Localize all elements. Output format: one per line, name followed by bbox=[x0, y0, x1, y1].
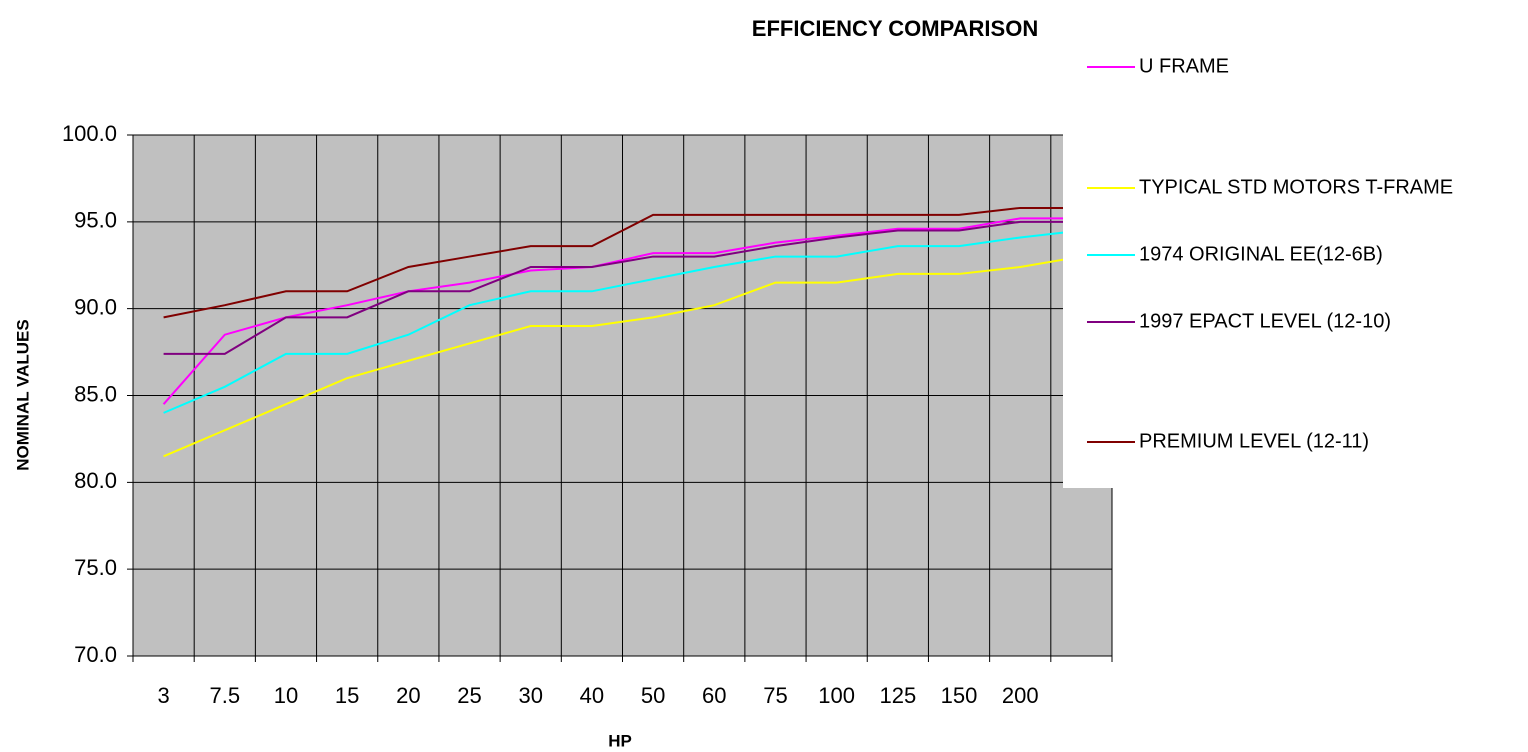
series-line bbox=[163, 220, 1082, 355]
y-tick-label: 95.0 bbox=[74, 208, 117, 233]
x-tick-label: 3 bbox=[157, 683, 169, 708]
x-tick-label: 75 bbox=[763, 683, 787, 708]
y-tick-label: 90.0 bbox=[74, 294, 117, 319]
x-tick-label: 125 bbox=[879, 683, 916, 708]
x-tick-label: 25 bbox=[457, 683, 481, 708]
x-tick-label: 100 bbox=[818, 683, 855, 708]
y-tick-label: 80.0 bbox=[74, 468, 117, 493]
legend-label: 1974 ORIGINAL EE(12-6B) bbox=[1139, 243, 1383, 265]
x-tick-label: 10 bbox=[274, 683, 298, 708]
legend bbox=[1063, 44, 1528, 488]
legend-label: PREMIUM LEVEL (12-11) bbox=[1139, 430, 1369, 452]
chart-title: EFFICIENCY COMPARISON bbox=[752, 16, 1038, 41]
x-tick-label: 7.5 bbox=[209, 683, 240, 708]
legend-label: 1997 EPACT LEVEL (12-10) bbox=[1139, 310, 1391, 332]
x-tick-label: 50 bbox=[641, 683, 665, 708]
x-tick-label: 60 bbox=[702, 683, 726, 708]
y-tick-label: 70.0 bbox=[74, 642, 117, 667]
x-tick-label: 30 bbox=[518, 683, 542, 708]
x-tick-label: 150 bbox=[941, 683, 978, 708]
y-tick-label: 100.0 bbox=[62, 121, 117, 146]
series-line bbox=[163, 206, 1082, 319]
x-axis-title: HP bbox=[608, 731, 632, 750]
y-axis-title: NOMINAL VALUES bbox=[13, 319, 32, 470]
legend-label: TYPICAL STD MOTORS T-FRAME bbox=[1139, 176, 1453, 198]
legend-label: U FRAME bbox=[1139, 55, 1229, 77]
y-tick-label: 75.0 bbox=[74, 555, 117, 580]
x-tick-label: 20 bbox=[396, 683, 420, 708]
x-tick-label: 200 bbox=[1002, 683, 1039, 708]
x-tick-label: 15 bbox=[335, 683, 359, 708]
series-line bbox=[163, 255, 1082, 458]
y-tick-label: 85.0 bbox=[74, 381, 117, 406]
series-line bbox=[162, 217, 1082, 405]
x-tick-label: 40 bbox=[580, 683, 604, 708]
series-line bbox=[163, 229, 1082, 414]
